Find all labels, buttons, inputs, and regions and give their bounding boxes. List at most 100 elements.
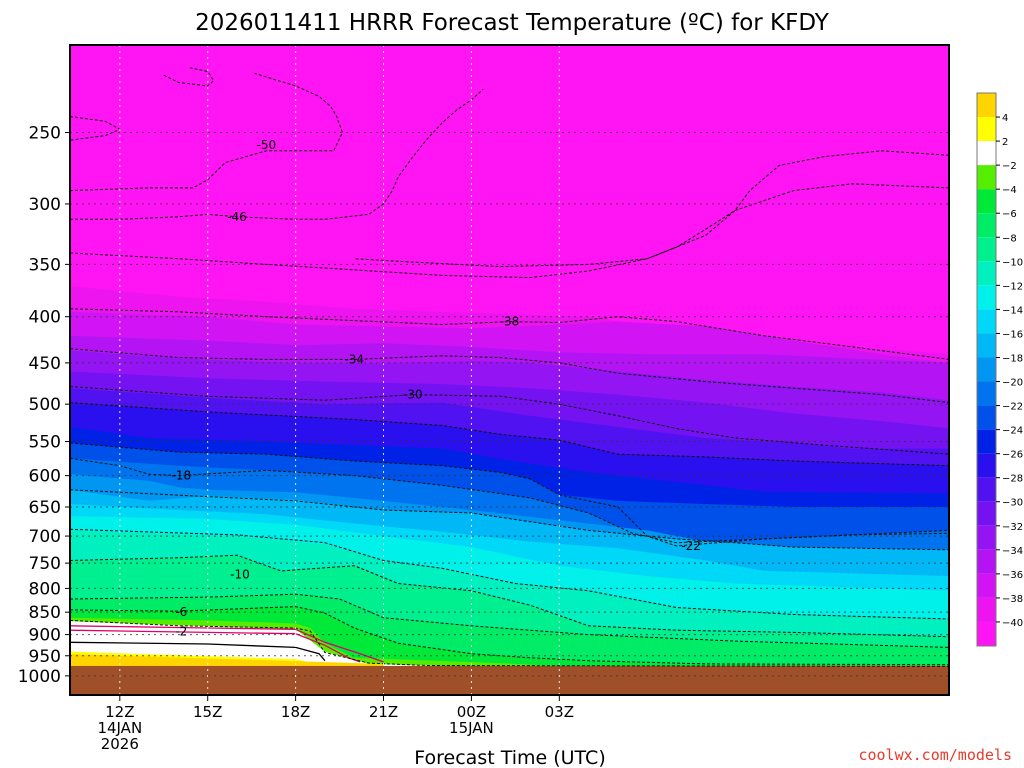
x-tick-label: 18Z [281, 703, 310, 721]
contour-label: -50 [257, 138, 277, 152]
solid-line-0 [70, 641, 326, 662]
y-tick-label: 450 [29, 354, 61, 374]
colorbar-tick-label: −34 [1002, 546, 1023, 557]
y-tick-label: 400 [29, 308, 61, 328]
y-tick-label: 900 [29, 626, 61, 646]
colorbar-tick-label: −28 [1002, 474, 1023, 485]
x-tick-label: 15JAN [449, 719, 494, 737]
isotherm-line-12 [70, 183, 949, 279]
colorbar-swatch [977, 477, 996, 502]
colorbar-tick-label: −22 [1002, 402, 1023, 413]
temperature-fill-bands [70, 286, 949, 695]
colorbar-swatch [977, 141, 996, 166]
colorbar-swatch [977, 213, 996, 238]
colorbar-swatch [977, 621, 996, 646]
y-tick-label: 950 [29, 647, 61, 667]
colorbar-tick-label: −16 [1002, 329, 1023, 340]
contour-label: -22 [681, 539, 701, 553]
colorbar-swatch [977, 549, 996, 574]
colorbar-frame [976, 92, 997, 647]
colorbar-swatch [977, 429, 996, 454]
isotherm-line-4 [70, 528, 949, 620]
colorbar-swatch [977, 261, 996, 286]
colorbar-swatch [977, 237, 996, 262]
x-tick-label: 00Z [457, 703, 486, 721]
contour-label: -2 [175, 625, 187, 639]
colorbar-swatch [977, 189, 996, 214]
isotherm-line-3 [70, 554, 949, 638]
colorbar-tick-label: −18 [1002, 353, 1023, 364]
colorbar-tick-label: −8 [1002, 233, 1017, 244]
colorbar-tick-label: 2 [1002, 137, 1008, 148]
isotherm-line-10 [70, 348, 949, 404]
y-tick-label: 650 [29, 498, 61, 518]
colorbar-tick-label: −12 [1002, 281, 1023, 292]
colorbar-tick-label: −32 [1002, 522, 1023, 533]
x-tick-label: 15Z [193, 703, 222, 721]
colorbar-swatch [977, 165, 996, 190]
colorbar: 4 2 −2 −4 −6 −8 −10 −12 −14 −16 −18 −20 −22 −24 −26 −28… [976, 92, 1023, 647]
colorbar-swatch [977, 333, 996, 358]
x-tick-label: 2026 [101, 735, 139, 753]
contour-label: -46 [227, 210, 247, 224]
colorbar-tick-label: −10 [1002, 257, 1023, 268]
colorbar-swatch [977, 501, 996, 526]
y-tick-label: 350 [29, 255, 61, 275]
colorbar-tick-label: −2 [1002, 161, 1017, 172]
colorbar-swatch [977, 597, 996, 622]
isotherm-line-17 [354, 150, 949, 268]
colorbar-swatch [977, 573, 996, 598]
y-tick-label: 250 [29, 123, 61, 143]
solid-line-2 [70, 625, 384, 663]
colorbar-swatch [977, 525, 996, 550]
isotherm-line-5 [70, 489, 949, 551]
y-tick-label: 300 [29, 195, 61, 215]
colorbar-tick-label: −4 [1002, 185, 1017, 196]
x-tick-label: 03Z [545, 703, 574, 721]
ground-layer [70, 665, 949, 695]
y-tick-label: 600 [29, 467, 61, 487]
colorbar-tick-label: −30 [1002, 498, 1023, 509]
isotherm-line-8 [70, 402, 949, 467]
isotherm-line-6 [70, 457, 949, 544]
contour-label: -18 [172, 469, 192, 483]
colorbar-tick-label: −38 [1002, 594, 1023, 605]
grid-lines [70, 45, 949, 695]
contour-label: -38 [500, 315, 520, 329]
contour-label: -30 [403, 388, 423, 402]
isotherm-line-14 [70, 72, 344, 192]
contour-label: -34 [344, 352, 364, 366]
y-tick-label: 1000 [18, 667, 61, 687]
isotherm-line-16 [163, 67, 215, 87]
colorbar-swatch [977, 357, 996, 382]
y-axis: 250 300 350 400 450 500 550 600 650 700 750 800 850 9… [18, 123, 70, 687]
colorbar-swatch [977, 405, 996, 430]
isotherm-line-7 [70, 442, 949, 547]
colorbar-tick-label: −20 [1002, 378, 1023, 389]
ground-fill [70, 665, 949, 695]
y-tick-label: 500 [29, 395, 61, 415]
colorbar-tick-label: −36 [1002, 570, 1023, 581]
isotherm-line-2 [70, 593, 949, 648]
y-tick-label: 800 [29, 579, 61, 599]
chart-title: 2026011411 HRRR Forecast Temperature (ºC… [195, 10, 830, 36]
colorbar-tick-label: −14 [1002, 305, 1023, 316]
isotherm-line-0 [70, 619, 949, 667]
credit-link[interactable]: coolwx.com/models [858, 746, 1012, 764]
colorbar-swatch [977, 381, 996, 406]
y-tick-label: 700 [29, 527, 61, 547]
colorbar-swatch [977, 93, 996, 118]
plot-frame [69, 44, 950, 696]
isotherm-line-1 [70, 606, 949, 666]
y-tick-label: 750 [29, 554, 61, 574]
y-tick-label: 850 [29, 603, 61, 623]
x-tick-label: 21Z [369, 703, 398, 721]
colorbar-tick-label: −26 [1002, 450, 1023, 461]
x-axis-label: Forecast Time (UTC) [414, 747, 605, 768]
colorbar-tick-label: −40 [1002, 618, 1023, 629]
x-tick-label: 12Z [105, 703, 134, 721]
isotherm-line-11 [70, 308, 949, 360]
colorbar-tick-label: −24 [1002, 426, 1023, 437]
